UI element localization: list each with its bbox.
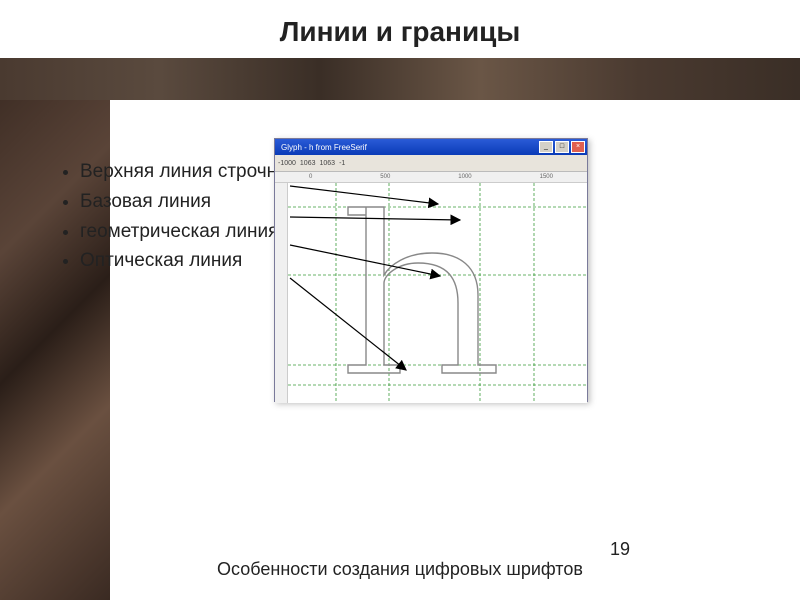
glyph-canvas[interactable] [288,183,587,403]
window-title-text: Glyph - h from FreeSerif [277,143,367,152]
window-buttons: _ □ × [539,141,585,153]
header-stripe [0,58,800,100]
editor-toolbar: -1000 1063 1063 -1 [275,155,587,172]
ruler-tick: 500 [380,174,390,180]
ruler-left [275,183,288,403]
toolbar-value: 1063 [300,160,316,167]
toolbar-value: -1000 [278,160,296,167]
footer-text: Особенности создания цифровых шрифтов [0,559,800,580]
ruler-tick: 1500 [540,174,553,180]
font-editor-window: Glyph - h from FreeSerif _ □ × -1000 106… [274,138,588,402]
decorative-side-photo [0,60,110,600]
minimize-button[interactable]: _ [539,141,553,153]
editor-titlebar: Glyph - h from FreeSerif _ □ × [275,139,587,155]
toolbar-value: -1 [339,160,345,167]
ruler-tick: 1000 [458,174,471,180]
maximize-button[interactable]: □ [555,141,569,153]
page-number: 19 [610,539,630,560]
toolbar-value: 1063 [319,160,335,167]
glyph-outline-svg [288,183,587,401]
ruler-tick: 0 [309,174,312,180]
ruler-top: 0 500 1000 1500 [275,172,587,183]
slide-title: Линии и границы [0,16,800,48]
close-button[interactable]: × [571,141,585,153]
